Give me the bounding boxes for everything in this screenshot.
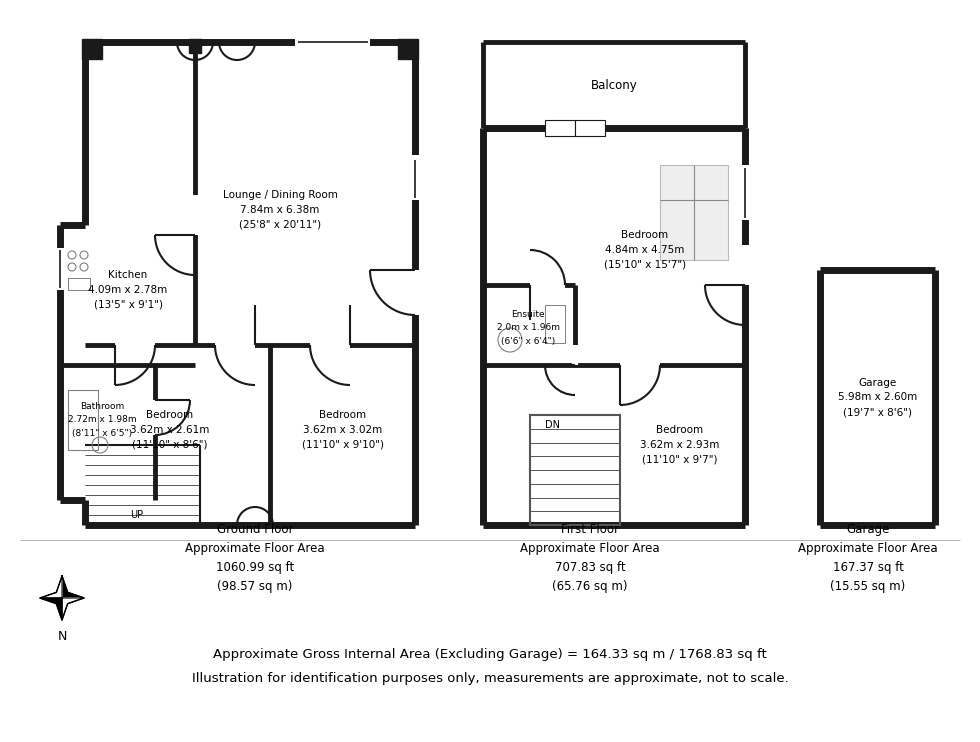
- Bar: [575, 120, 605, 136]
- Bar: [189, 39, 201, 53]
- Polygon shape: [40, 598, 62, 620]
- Text: Bedroom
4.84m x 4.75m
(15'10" x 15'7"): Bedroom 4.84m x 4.75m (15'10" x 15'7"): [604, 230, 686, 270]
- Text: Illustration for identification purposes only, measurements are approximate, not: Illustration for identification purposes…: [192, 672, 788, 685]
- Text: Approximate Gross Internal Area (Excluding Garage) = 164.33 sq m / 1768.83 sq ft: Approximate Gross Internal Area (Excludi…: [213, 648, 767, 661]
- Text: Lounge / Dining Room
7.84m x 6.38m
(25'8" x 20'11"): Lounge / Dining Room 7.84m x 6.38m (25'8…: [222, 190, 337, 230]
- Polygon shape: [62, 576, 84, 598]
- Text: Bedroom
3.62m x 2.61m
(11'10" x 8'6"): Bedroom 3.62m x 2.61m (11'10" x 8'6"): [130, 410, 210, 450]
- Text: Ensuite
2.0m x 1.96m
(6'6" x 6'4"): Ensuite 2.0m x 1.96m (6'6" x 6'4"): [497, 310, 560, 346]
- Bar: [398, 39, 418, 59]
- Bar: [530, 415, 620, 525]
- Bar: [545, 305, 565, 343]
- Polygon shape: [40, 576, 62, 598]
- Polygon shape: [62, 598, 84, 620]
- Text: N: N: [57, 630, 67, 643]
- Text: Kitchen
4.09m x 2.78m
(13'5" x 9'1"): Kitchen 4.09m x 2.78m (13'5" x 9'1"): [88, 270, 168, 310]
- Text: Garage
Approximate Floor Area
167.37 sq ft
(15.55 sq m): Garage Approximate Floor Area 167.37 sq …: [798, 523, 938, 593]
- Bar: [660, 165, 728, 260]
- Text: First Floor
Approximate Floor Area
707.83 sq ft
(65.76 sq m): First Floor Approximate Floor Area 707.8…: [520, 523, 660, 593]
- Text: Bathroom
2.72m x 1.98m
(8'11" x 6'5"): Bathroom 2.72m x 1.98m (8'11" x 6'5"): [68, 402, 136, 438]
- Text: DN: DN: [545, 420, 560, 430]
- Text: UP: UP: [130, 510, 143, 520]
- Bar: [68, 390, 98, 450]
- Bar: [68, 278, 90, 290]
- Text: Garage
5.98m x 2.60m
(19'7" x 8'6"): Garage 5.98m x 2.60m (19'7" x 8'6"): [838, 378, 917, 417]
- Text: Bedroom
3.62m x 2.93m
(11'10" x 9'7"): Bedroom 3.62m x 2.93m (11'10" x 9'7"): [640, 425, 719, 464]
- Text: Balcony: Balcony: [591, 79, 637, 91]
- Bar: [545, 120, 575, 136]
- Bar: [82, 39, 102, 59]
- Text: Ground Floor
Approximate Floor Area
1060.99 sq ft
(98.57 sq m): Ground Floor Approximate Floor Area 1060…: [185, 523, 324, 593]
- Text: Bedroom
3.62m x 3.02m
(11'10" x 9'10"): Bedroom 3.62m x 3.02m (11'10" x 9'10"): [302, 410, 384, 450]
